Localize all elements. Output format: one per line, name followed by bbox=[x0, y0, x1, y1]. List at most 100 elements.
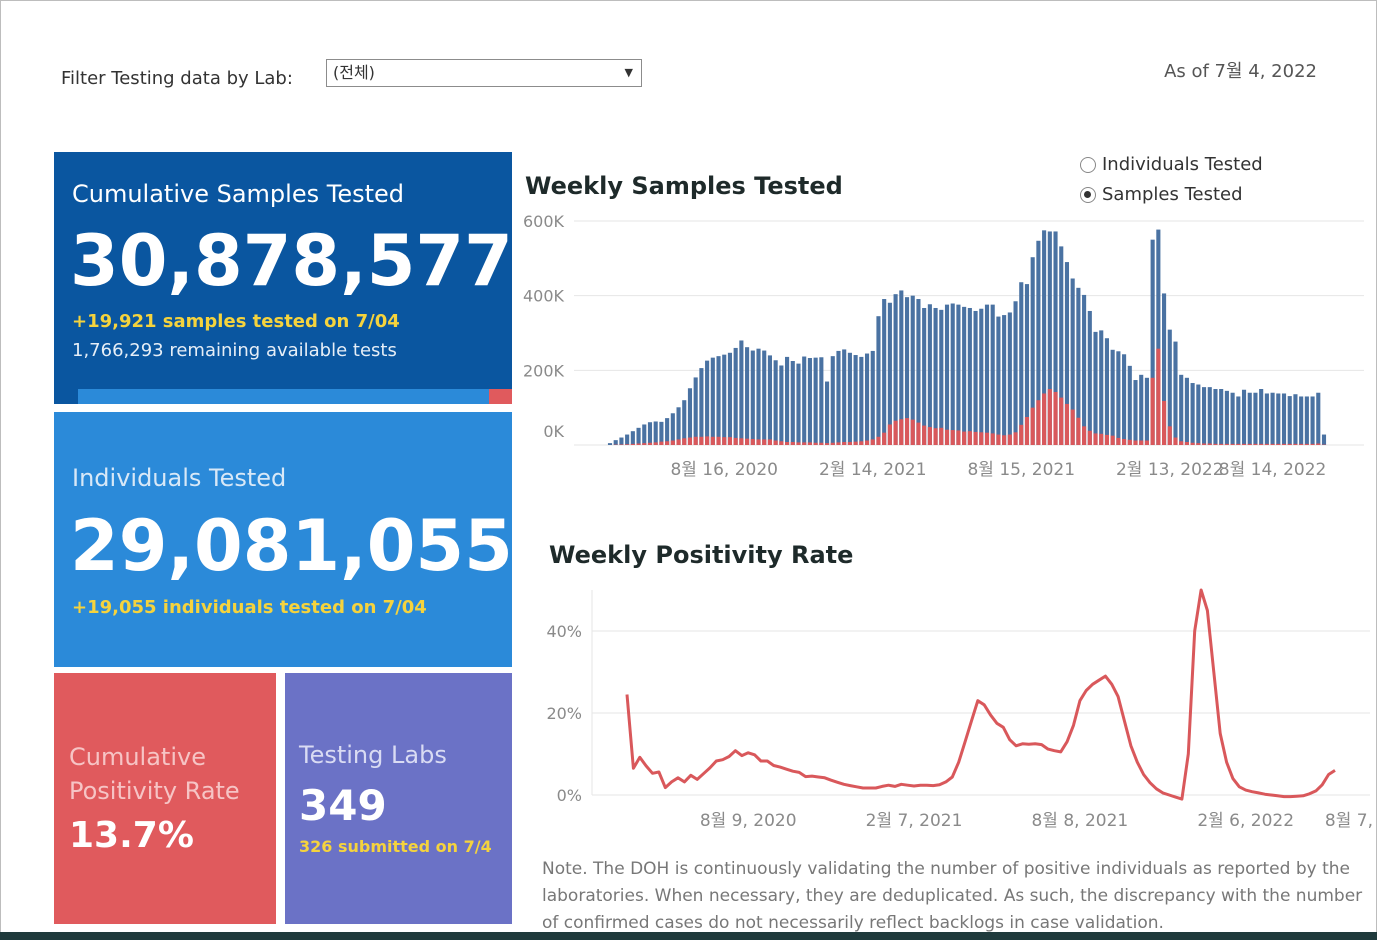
bar-positive bbox=[819, 442, 824, 445]
x-tick-label: 8월 14, 2022 bbox=[1219, 460, 1327, 480]
bar-samples bbox=[1310, 396, 1315, 445]
bar-samples bbox=[739, 340, 744, 445]
bar-positive bbox=[842, 442, 847, 445]
bar-samples bbox=[767, 355, 772, 445]
bar-samples bbox=[625, 434, 630, 445]
bar-samples bbox=[630, 431, 635, 445]
bar-samples bbox=[1150, 239, 1155, 445]
bar-positive bbox=[1293, 443, 1298, 445]
radio-samples[interactable] bbox=[1080, 186, 1096, 203]
weekly-samples-chart: 600K 400K 200K 0K 8월 16, 2020 2월 14, 2021 8월 1… bbox=[523, 212, 1364, 480]
bar-samples bbox=[882, 299, 887, 445]
bar-samples bbox=[847, 352, 852, 445]
bar-samples bbox=[807, 358, 812, 445]
toggle-individuals-tested[interactable]: Individuals Tested bbox=[1080, 154, 1263, 175]
labs-submitted: 326 submitted on 7/4 bbox=[299, 837, 492, 856]
bar-positive bbox=[899, 419, 904, 445]
bar-positive bbox=[1207, 443, 1212, 445]
bar-positive bbox=[653, 442, 658, 445]
bar-positive bbox=[887, 424, 892, 445]
bar-samples bbox=[1030, 257, 1035, 445]
bar-samples bbox=[967, 307, 972, 445]
bar-positive bbox=[979, 432, 984, 445]
bar-positive bbox=[767, 439, 772, 445]
bar-positive bbox=[756, 439, 761, 445]
bar-positive bbox=[990, 433, 995, 445]
bar-samples bbox=[1139, 374, 1144, 445]
bar-samples bbox=[1076, 287, 1081, 445]
bar-samples bbox=[693, 377, 698, 445]
bar-samples bbox=[956, 304, 961, 445]
bar-samples bbox=[973, 310, 978, 445]
bar-positive bbox=[665, 441, 670, 445]
bar-positive bbox=[1156, 348, 1161, 445]
bar-samples bbox=[790, 361, 795, 445]
bar-positive bbox=[1179, 441, 1184, 445]
lab-filter-value: (전체) bbox=[333, 63, 375, 82]
bar-samples bbox=[1321, 434, 1327, 445]
bar-positive bbox=[1241, 443, 1247, 445]
bar-samples bbox=[990, 304, 995, 445]
x-tick-label: 8월 16, 2020 bbox=[670, 460, 778, 480]
bar-positive bbox=[802, 442, 807, 445]
bar-positive bbox=[750, 439, 755, 445]
bar-samples bbox=[1287, 396, 1292, 445]
bar-samples bbox=[824, 381, 830, 445]
bar-samples bbox=[733, 347, 738, 445]
toggle-samples-tested[interactable]: Samples Tested bbox=[1080, 184, 1243, 205]
bar-positive bbox=[836, 442, 841, 445]
bar-positive bbox=[944, 429, 950, 445]
bar-positive bbox=[785, 442, 790, 445]
bar-positive bbox=[1201, 443, 1207, 445]
bar-positive bbox=[676, 439, 681, 445]
lab-filter-select[interactable]: (전체) ▼ bbox=[326, 59, 642, 87]
x-tick-label: 8월 8, 2021 bbox=[1031, 811, 1128, 831]
bar-samples bbox=[653, 421, 658, 445]
bar-positive bbox=[1230, 443, 1235, 445]
bar-positive bbox=[1253, 443, 1258, 445]
samples-progress-bar bbox=[78, 389, 512, 404]
y-tick-label: 20% bbox=[546, 704, 582, 723]
labs-count: 349 bbox=[299, 781, 387, 830]
bar-positive bbox=[996, 434, 1001, 445]
bar-samples bbox=[613, 440, 618, 445]
weekly-positivity-title: Weekly Positivity Rate bbox=[549, 541, 854, 569]
bar-samples bbox=[716, 356, 721, 445]
bar-samples bbox=[1293, 394, 1298, 445]
bar-positive bbox=[927, 427, 932, 445]
bar-positive bbox=[1219, 443, 1224, 445]
bar-positive bbox=[1213, 443, 1218, 445]
bar-samples bbox=[1270, 392, 1275, 445]
bar-positive bbox=[910, 419, 915, 445]
bar-positive bbox=[693, 436, 698, 445]
radio-individuals[interactable] bbox=[1080, 156, 1096, 173]
bar-samples bbox=[927, 304, 932, 445]
bar-samples bbox=[1207, 387, 1212, 445]
filter-label: Filter Testing data by Lab: bbox=[61, 68, 293, 89]
bar-samples bbox=[933, 307, 938, 445]
bar-samples bbox=[1213, 389, 1218, 445]
bar-positive bbox=[659, 441, 664, 445]
bar-samples bbox=[939, 309, 944, 445]
x-tick-label: 2월 6, 2022 bbox=[1197, 811, 1294, 831]
chevron-down-icon[interactable]: ▼ bbox=[624, 66, 633, 79]
bar-samples bbox=[1162, 293, 1167, 445]
bar-positive bbox=[1224, 443, 1229, 445]
bar-samples bbox=[762, 350, 767, 445]
x-tick-label: 8월 7, 2022 bbox=[1325, 811, 1375, 831]
bar-samples bbox=[1036, 240, 1041, 445]
bar-positive bbox=[1030, 407, 1035, 445]
bar-positive bbox=[1007, 434, 1012, 445]
bar-positive bbox=[1264, 443, 1269, 445]
bar-positive bbox=[739, 438, 744, 445]
as-of-date: As of 7월 4, 2022 bbox=[1164, 61, 1317, 82]
bar-positive bbox=[1047, 389, 1052, 445]
bar-samples bbox=[1024, 284, 1030, 445]
remaining-tests-fill bbox=[488, 389, 512, 404]
bar-positive bbox=[847, 442, 852, 445]
bar-positive bbox=[642, 443, 647, 445]
bar-samples bbox=[979, 308, 984, 445]
bar-positive bbox=[762, 439, 767, 445]
bar-samples bbox=[876, 316, 881, 445]
bar-samples bbox=[1007, 312, 1012, 445]
